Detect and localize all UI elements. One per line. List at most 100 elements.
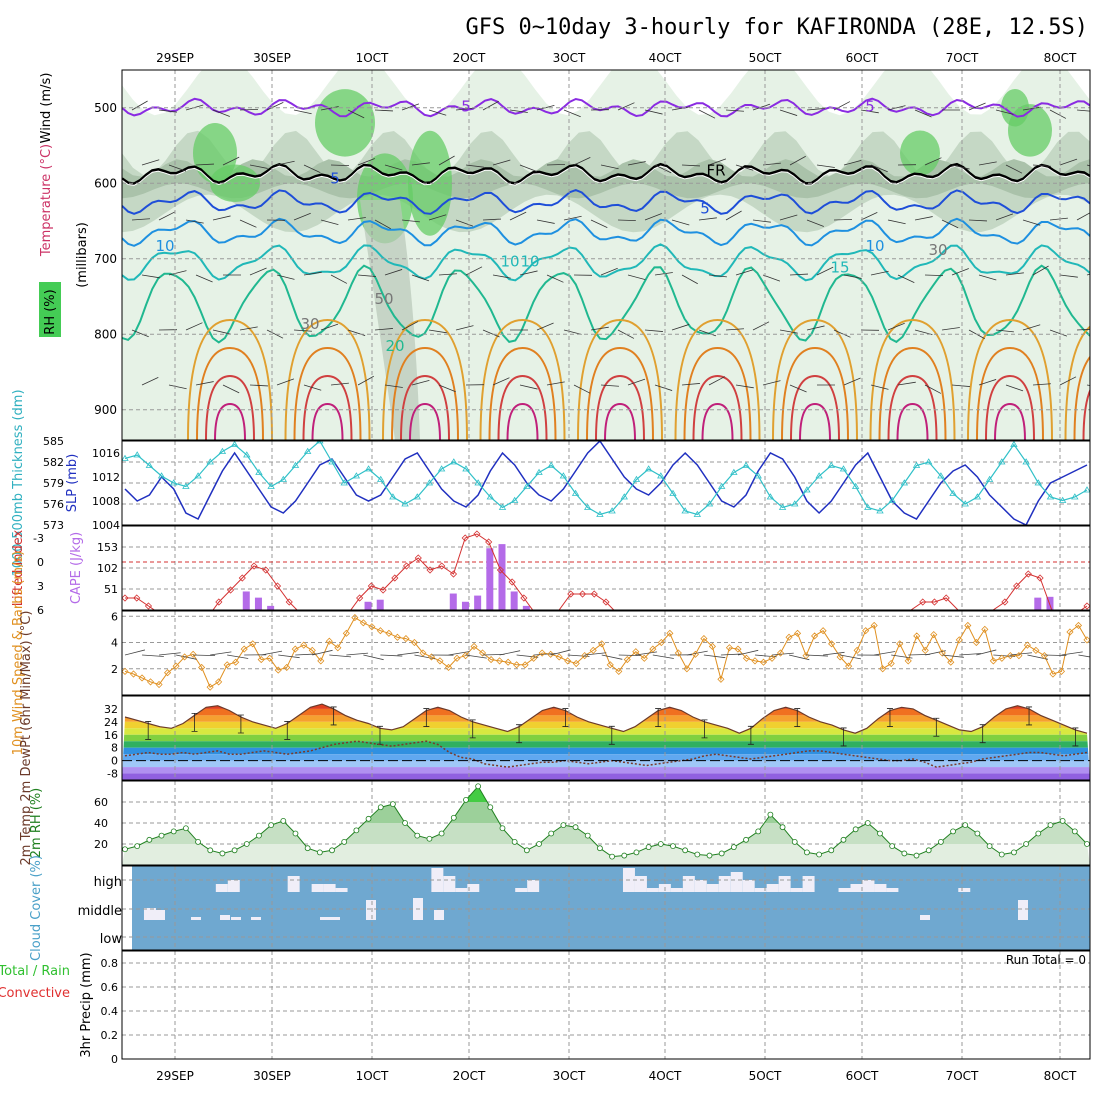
warm-contour-arch — [293, 346, 362, 440]
warm-contour-arch — [187, 318, 273, 440]
thickness-point — [693, 510, 702, 517]
temperature-band — [122, 704, 1090, 709]
upper-wind-barb — [762, 380, 781, 386]
surface-wind-barb — [312, 649, 333, 656]
rh-point — [438, 830, 445, 837]
wind-speed-point — [189, 650, 197, 658]
rh-point — [548, 830, 555, 837]
temperature-minmax-bar — [840, 727, 847, 747]
thickness-point — [681, 507, 689, 514]
surface-wind-barb — [823, 651, 845, 656]
wind-speed-point — [470, 642, 478, 651]
middle-cloud-bar — [220, 915, 230, 920]
lifted-index-point — [942, 594, 950, 602]
high-cloud-bar — [886, 888, 899, 892]
upper-wind-barb — [158, 211, 176, 221]
wind-speed-point — [751, 657, 759, 665]
thickness-point — [498, 503, 507, 510]
precip-tick-label: 0.8 — [101, 957, 119, 970]
wind-speed-point — [904, 657, 912, 665]
rh-axis-label: RH (%) — [43, 289, 58, 334]
lifted-index-point — [356, 594, 364, 602]
lifted-index-point — [520, 594, 528, 602]
lifted-index-point — [122, 594, 129, 602]
lifted-index-point — [438, 562, 446, 570]
wind-speed-point — [232, 658, 240, 666]
rh-point — [158, 832, 165, 839]
temperature-tick-label: -8 — [107, 768, 118, 781]
wind-speed-point — [674, 649, 682, 657]
warm-contour-arch — [497, 374, 548, 440]
rh-point — [937, 839, 944, 845]
high-cloud-bar — [467, 884, 480, 892]
precip-tick-label: 0.2 — [101, 1029, 119, 1042]
upper-wind-barb — [735, 269, 754, 276]
bottom-x-tick-label: 6OCT — [846, 1069, 879, 1083]
thickness-tick-label: 573 — [43, 519, 64, 532]
warm-contour-arch — [674, 318, 761, 440]
wind-speed-point — [930, 631, 938, 639]
temperature-minmax-bar — [655, 708, 662, 727]
cloud-frame — [121, 865, 1091, 951]
lifted-index-tick-label: -3 — [33, 532, 44, 545]
upper-wind-barb — [978, 274, 997, 281]
upper-wind-barb — [536, 322, 554, 331]
upper-wind-barb — [833, 329, 851, 338]
wind-speed-point — [802, 652, 810, 660]
surface-wind-barb — [1010, 652, 1033, 656]
upper-wind-barb — [725, 210, 742, 221]
rh-tick-label: 40 — [94, 817, 108, 830]
top-x-tick-label: 29SEP — [156, 51, 194, 65]
wind-speed-point — [513, 661, 521, 669]
thickness-point — [450, 458, 458, 465]
upper-wind-barb — [1032, 164, 1051, 167]
thickness-point — [705, 500, 714, 507]
high-cloud-bar — [958, 888, 971, 892]
wind-speed-point — [623, 655, 631, 664]
wind-axis: 6 4 2 — [111, 610, 118, 676]
upper-wind-barb — [428, 109, 447, 116]
thickness-point — [340, 479, 348, 486]
surface-wind-barb — [295, 653, 318, 656]
upper-wind-barb — [833, 218, 853, 221]
thickness-point — [389, 493, 397, 500]
surface-wind-barb — [993, 654, 1016, 657]
wind-speed-point — [913, 632, 921, 640]
temperature-axis-label: Temperature (°C) — [39, 144, 54, 257]
wind-speed-point — [478, 649, 487, 657]
rh-point — [536, 841, 542, 847]
rh-point — [280, 818, 287, 824]
cape-axes: -3 0 3 6 153 102 51 — [33, 532, 118, 617]
lifted-index-point — [273, 582, 282, 590]
warm-contour-arch — [302, 374, 353, 440]
upper-wind-barb — [654, 384, 673, 391]
temperature-band — [122, 747, 1090, 755]
wind-speed-point — [555, 653, 563, 661]
lifted-index-point — [567, 590, 575, 598]
thickness-point — [303, 447, 312, 454]
upper-wind-barb — [1076, 212, 1090, 221]
wind-speed-point — [572, 659, 580, 668]
lifted-index-point — [367, 582, 375, 590]
warm-contour-arch — [479, 318, 566, 440]
thickness-point — [535, 468, 543, 475]
rh-point — [584, 832, 591, 839]
thickness-point — [864, 503, 872, 510]
cape-series — [122, 530, 1090, 610]
temperature-minmax-bar — [701, 719, 708, 739]
bottom-x-tick-label: 3OCT — [553, 1069, 586, 1083]
warm-contour-arch — [577, 318, 663, 440]
surface-wind-barb — [737, 649, 759, 656]
pressure-tick-label: 600 — [94, 176, 117, 190]
wind-speed-point — [291, 645, 299, 653]
high-cloud-bar — [790, 888, 803, 892]
cape-bar — [498, 544, 506, 610]
rh-point — [609, 853, 615, 860]
thickness-point — [377, 475, 385, 482]
thickness-axis-label: 1000-500mb Thickness (dm) — [11, 389, 26, 576]
rh-point — [816, 851, 823, 858]
thickness-point — [778, 503, 787, 510]
upper-wind-barb — [357, 274, 376, 277]
high-cloud-bar — [443, 876, 456, 892]
